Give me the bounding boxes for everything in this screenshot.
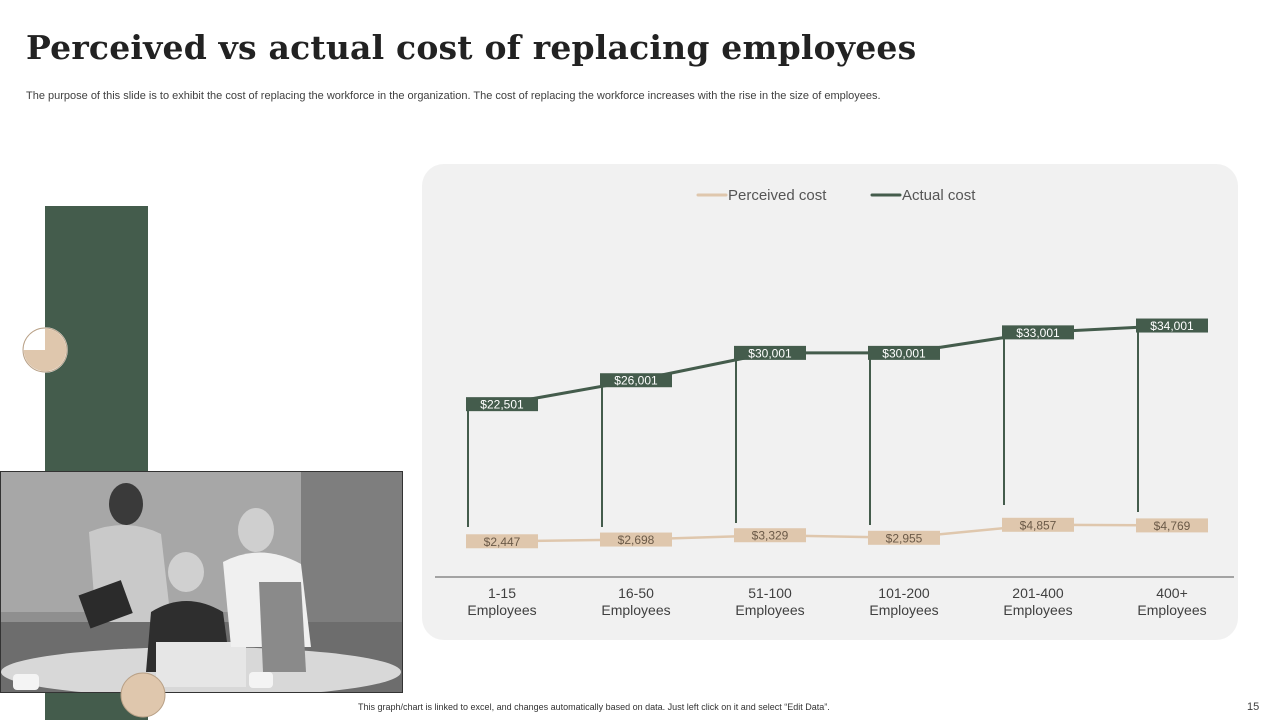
data-label: $2,447 <box>484 535 521 549</box>
data-label: $33,001 <box>1016 326 1060 340</box>
data-label-box <box>868 345 940 360</box>
data-label: $34,001 <box>1150 319 1194 333</box>
office-photo <box>0 471 403 693</box>
data-label: $26,001 <box>614 374 658 388</box>
data-label: $2,698 <box>618 533 655 547</box>
pie-marker-icon <box>22 327 68 373</box>
x-axis-tick-labels: 1-15 Employees 16-50 Employees 51-100 Employe… <box>467 585 1206 618</box>
data-label-box <box>734 345 806 360</box>
data-label-box <box>1002 517 1074 532</box>
data-label: $3,329 <box>752 529 789 543</box>
data-labels: $2,447 $2,698 $3,329 $2,955 $4,857 $4,769 $22,… <box>466 318 1208 549</box>
chart-panel: Perceived cost Actual cost $2,447 $2,698 $3… <box>422 164 1238 640</box>
line-chart: Perceived cost Actual cost $2,447 $2,698 $3… <box>435 187 1234 618</box>
data-label-box <box>1136 318 1208 333</box>
x-tick-label: 101-200 Employees <box>869 585 938 618</box>
data-label: $30,001 <box>748 346 792 360</box>
legend-label-1: Actual cost <box>902 187 976 204</box>
data-label-box <box>466 397 538 412</box>
footer-note: This graph/chart is linked to excel, and… <box>358 702 830 712</box>
legend-label-0: Perceived cost <box>728 187 827 204</box>
x-tick-label: 1-15 Employees <box>467 585 536 618</box>
x-tick-label: 201-400 Employees <box>1003 585 1072 618</box>
page-subtitle: The purpose of this slide is to exhibit … <box>26 90 881 102</box>
data-label: $4,857 <box>1020 518 1057 532</box>
data-label-box <box>600 532 672 547</box>
x-tick-label: 400+ Employees <box>1137 585 1206 618</box>
data-label: $4,769 <box>1154 519 1191 533</box>
data-label-box <box>868 530 940 545</box>
x-tick-label: 51-100 Employees <box>735 585 804 618</box>
drop-lines <box>467 331 1139 527</box>
page-number: 15 <box>1247 701 1260 713</box>
data-label: $30,001 <box>882 346 926 360</box>
chart-legend: Perceived cost Actual cost <box>696 187 976 204</box>
data-label-box <box>1002 325 1074 340</box>
data-label-box <box>466 534 538 549</box>
page-title: Perceived vs actual cost of replacing em… <box>26 28 917 67</box>
pie-marker-bottom-icon <box>120 672 166 718</box>
data-label: $2,955 <box>886 531 923 545</box>
x-tick-label: 16-50 Employees <box>601 585 670 618</box>
data-label-box <box>600 373 672 388</box>
data-label-box <box>734 528 806 543</box>
data-label-box <box>1136 518 1208 533</box>
data-label: $22,501 <box>480 398 524 412</box>
